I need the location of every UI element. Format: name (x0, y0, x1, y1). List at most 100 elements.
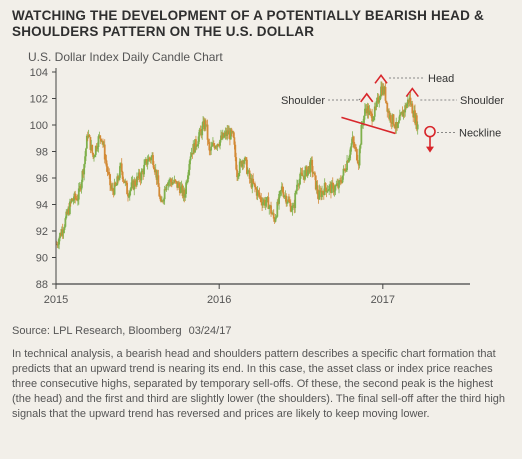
candle-body (282, 192, 285, 197)
candle-body (159, 196, 162, 200)
candle-body (83, 164, 86, 175)
peak-marker (405, 87, 419, 98)
candle-body (234, 144, 237, 158)
candle-body (85, 135, 88, 149)
candle-body (235, 157, 238, 170)
candle-body (140, 171, 143, 181)
candle-body (168, 181, 171, 183)
candle-body (304, 170, 306, 180)
candle-body (170, 179, 172, 182)
candle-body (119, 166, 121, 178)
candle-body (359, 144, 362, 149)
candle-body (258, 192, 261, 197)
candle-body (127, 196, 130, 198)
candle-body (174, 179, 177, 182)
candle-body (204, 120, 207, 126)
candle-body (130, 182, 133, 189)
candle-body (341, 175, 344, 183)
candle-body (270, 205, 272, 214)
candle-body (345, 170, 348, 172)
candle-body (265, 197, 268, 203)
candle-body (143, 164, 145, 175)
candle-body (279, 191, 281, 194)
candle-body (108, 172, 111, 175)
candle-body (254, 183, 256, 188)
candle-body (128, 191, 131, 197)
candle-body (243, 160, 246, 164)
y-tick-label: 98 (36, 147, 48, 159)
candle-body (331, 182, 334, 185)
candle-body (210, 146, 213, 151)
candle-body (102, 140, 104, 145)
candle-body (134, 180, 137, 185)
candle-body (206, 124, 209, 140)
candle-body (187, 169, 190, 176)
candle-body (386, 102, 389, 112)
candle-body (92, 152, 95, 157)
candle-body (353, 141, 356, 147)
candle-body (363, 115, 365, 124)
candle-body (411, 103, 414, 114)
candle-body (285, 195, 288, 204)
candle-body (324, 183, 327, 188)
candle-body (96, 147, 99, 149)
candle-body (281, 186, 284, 193)
candle-body (241, 161, 244, 167)
source-line: Source: LPL Research, Bloomberg 03/24/17 (12, 325, 231, 337)
candle-body (150, 156, 153, 161)
candle-body (77, 199, 79, 201)
candle-body (288, 199, 290, 202)
candle-body (97, 136, 100, 148)
candle-body (212, 143, 215, 146)
candle-body (201, 125, 204, 136)
candle-body (68, 201, 71, 214)
candle-body (163, 189, 166, 200)
candle-body (355, 147, 357, 150)
candle-body (110, 185, 112, 189)
candle-body (118, 177, 120, 180)
candle-body (301, 173, 304, 176)
candle-body (279, 190, 282, 192)
annotation-label: Shoulder (460, 95, 504, 107)
down-arrow-icon (426, 146, 434, 153)
candle-body (196, 144, 199, 146)
candle-body (190, 152, 193, 157)
candle-body (179, 186, 182, 194)
candle-body (275, 216, 278, 218)
candle-body (136, 176, 138, 186)
y-tick-label: 90 (36, 253, 48, 265)
candle-body (195, 139, 197, 147)
candle-body (125, 181, 128, 183)
candle-body (252, 178, 255, 184)
candle-body (328, 185, 331, 191)
candle-body (294, 192, 297, 209)
candle-body (298, 178, 301, 186)
candle-body (397, 123, 399, 128)
candle-body (114, 182, 117, 186)
candle-body (379, 96, 382, 100)
candle-body (178, 183, 180, 187)
peak-marker (360, 92, 374, 103)
candle-body (237, 172, 240, 177)
candle-body (415, 115, 418, 130)
candle-body (256, 190, 259, 196)
candle-body (260, 197, 263, 203)
candle-body (105, 160, 108, 167)
y-axis: 88 90 92 94 96 98 100 102 104 (30, 67, 57, 291)
candle-body (375, 101, 378, 107)
candle-body (216, 144, 219, 147)
candle-body (314, 175, 317, 190)
annotations-group: Shoulder Head Shoulder Neckline (281, 73, 504, 153)
candle-body (339, 180, 342, 183)
candle-body (229, 129, 232, 140)
candle-body (223, 134, 226, 138)
candle-body (368, 110, 371, 115)
candle-body (84, 156, 86, 165)
candle-body (71, 198, 74, 201)
candle-body (330, 182, 333, 194)
candle-body (93, 156, 95, 158)
candles-group (55, 81, 419, 250)
candle-body (197, 136, 200, 145)
candle-body (348, 154, 351, 159)
candle-body (402, 110, 405, 117)
